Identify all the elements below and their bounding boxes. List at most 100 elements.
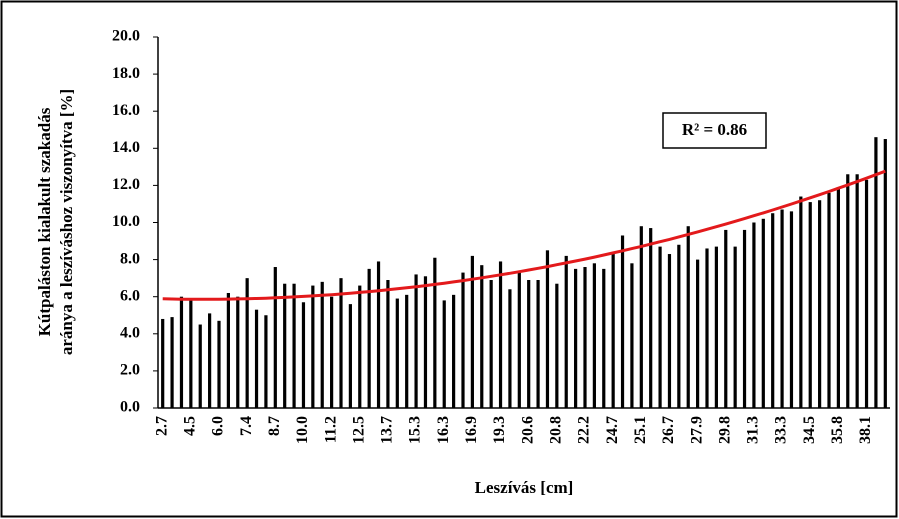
bar: [489, 280, 493, 408]
bar: [705, 248, 709, 408]
bar: [846, 174, 850, 408]
x-tick-label: 27.9: [688, 416, 705, 444]
x-tick-label: 2.7: [153, 416, 170, 436]
bar: [611, 254, 615, 408]
bar: [517, 270, 521, 408]
x-tick-label: 7.4: [238, 416, 255, 436]
bar: [752, 222, 756, 408]
bar: [874, 137, 878, 409]
bar: [583, 267, 587, 408]
bar: [686, 226, 690, 408]
bar: [480, 265, 484, 408]
x-tick-label: 35.8: [829, 416, 846, 444]
bar: [808, 202, 812, 408]
bar: [339, 278, 343, 408]
y-tick-label: 6.0: [120, 287, 140, 304]
bar: [405, 294, 409, 408]
bar: [367, 268, 371, 408]
bar: [433, 257, 437, 408]
bar: [208, 313, 212, 408]
y-tick-label: 18.0: [112, 65, 140, 82]
bar: [658, 246, 662, 408]
x-tick-label: 19.3: [491, 416, 508, 444]
bar: [245, 278, 249, 408]
x-tick-label: 11.2: [322, 416, 339, 443]
y-axis-title: aránya a leszíváshoz viszonyítva [%]: [57, 89, 76, 355]
bar: [555, 283, 559, 408]
x-tick-label: 15.3: [407, 416, 424, 444]
y-tick-label: 4.0: [120, 324, 140, 341]
bar: [442, 300, 446, 408]
bar: [742, 229, 747, 408]
bar: [855, 174, 859, 408]
bar: [724, 229, 728, 408]
bar: [170, 317, 174, 408]
bar: [818, 200, 822, 408]
bar: [761, 218, 765, 408]
x-axis-title: Leszívás [cm]: [475, 478, 574, 497]
bar: [198, 324, 202, 408]
bar: [630, 263, 634, 408]
bar: [376, 261, 381, 408]
bar: [301, 302, 306, 408]
bar: [836, 187, 840, 408]
bar: [714, 246, 718, 408]
bar: [320, 281, 324, 408]
bar: [733, 246, 737, 408]
x-tick-label: 16.3: [435, 416, 452, 444]
bar: [452, 294, 456, 408]
x-tick-label: 29.8: [716, 416, 733, 444]
bar: [311, 285, 315, 408]
x-tick-label: 25.1: [632, 416, 649, 444]
y-tick-label: 0.0: [120, 399, 140, 416]
bar: [789, 211, 794, 408]
bar: [470, 255, 474, 408]
bar: [498, 261, 503, 408]
y-tick-label: 10.0: [112, 213, 140, 230]
bar: [273, 267, 277, 408]
bar: [386, 280, 390, 408]
x-tick-label: 8.7: [266, 416, 283, 436]
x-tick-label: 31.3: [745, 416, 762, 444]
y-tick-label: 20.0: [112, 28, 140, 45]
bar: [179, 296, 184, 408]
bar: [254, 309, 259, 408]
x-tick-label: 4.5: [182, 416, 199, 436]
bar: [508, 289, 512, 408]
bar: [236, 296, 240, 408]
y-tick-label: 12.0: [112, 176, 140, 193]
bar: [161, 318, 165, 408]
bar: [620, 235, 625, 408]
bar: [780, 209, 784, 408]
x-tick-label: 24.7: [604, 416, 621, 444]
bar: [226, 292, 230, 408]
bar: [771, 213, 775, 408]
bar: [395, 298, 399, 408]
y-tick-label: 16.0: [112, 102, 140, 119]
x-tick-label: 33.3: [773, 416, 790, 444]
x-tick-label: 16.9: [463, 416, 480, 444]
bar: [574, 268, 578, 408]
bar: [358, 285, 362, 408]
x-tick-label: 20.8: [548, 416, 565, 444]
bar: [264, 315, 268, 408]
bar: [639, 226, 643, 408]
x-tick-label: 13.7: [379, 416, 396, 444]
x-tick-label: 20.6: [519, 416, 536, 444]
bar: [536, 280, 540, 408]
bar: [799, 196, 803, 408]
annotation-box: [662, 112, 767, 149]
bar: [189, 298, 193, 408]
x-tick-label: 12.5: [350, 416, 367, 444]
bar: [348, 304, 352, 408]
x-tick-label: 38.1: [857, 416, 874, 444]
bar: [696, 259, 700, 408]
y-tick-label: 14.0: [112, 139, 140, 156]
bar: [864, 179, 869, 408]
y-axis-title: Kútpaláston kialakult szakadás: [35, 107, 54, 336]
bar: [283, 283, 287, 408]
bar: [545, 250, 550, 408]
bar: [883, 139, 887, 408]
x-tick-label: 10.0: [294, 416, 311, 444]
